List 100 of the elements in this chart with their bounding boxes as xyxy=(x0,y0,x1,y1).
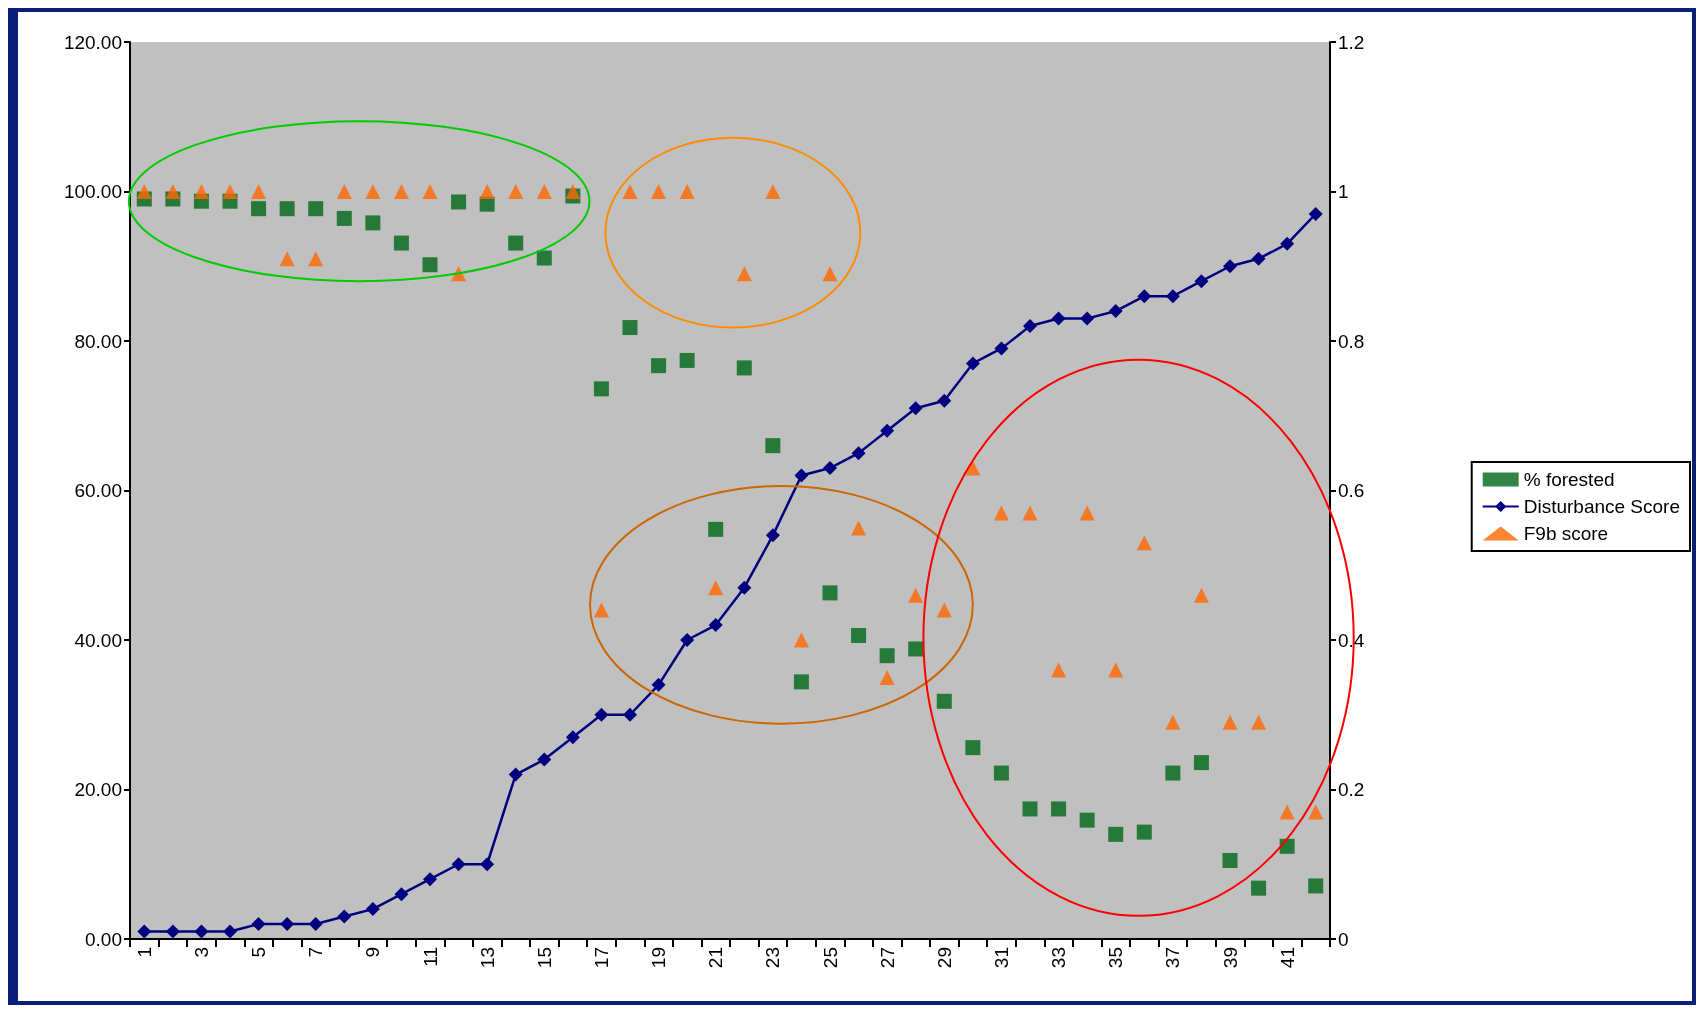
point xyxy=(936,602,952,618)
x-tick-label: 7 xyxy=(305,947,327,958)
point xyxy=(593,381,609,397)
point xyxy=(679,352,695,368)
point xyxy=(794,468,809,483)
point xyxy=(508,184,524,199)
point xyxy=(879,648,895,664)
point xyxy=(1051,311,1066,326)
x-tick-label: 41 xyxy=(1276,947,1298,969)
point xyxy=(1193,587,1209,603)
point xyxy=(737,580,752,595)
x-tick-label: 39 xyxy=(1219,947,1241,969)
point xyxy=(965,460,981,476)
x-tick-label: 35 xyxy=(1105,947,1127,969)
x-tick-label: 9 xyxy=(362,947,384,958)
point xyxy=(1022,505,1038,521)
point xyxy=(594,707,609,722)
point xyxy=(165,924,180,939)
point xyxy=(708,521,724,537)
point xyxy=(394,887,409,902)
point xyxy=(251,201,267,217)
point xyxy=(651,358,667,374)
point xyxy=(223,924,237,939)
point xyxy=(1280,236,1295,251)
point xyxy=(1165,714,1181,730)
point xyxy=(936,693,952,709)
point xyxy=(308,917,323,932)
point xyxy=(908,587,924,603)
point xyxy=(251,917,266,932)
point xyxy=(765,528,780,543)
point xyxy=(508,235,524,251)
point xyxy=(736,266,752,282)
x-tick-label: 27 xyxy=(876,947,898,969)
point xyxy=(1222,714,1238,730)
point xyxy=(1308,206,1323,221)
point xyxy=(1079,812,1095,828)
point xyxy=(423,872,437,887)
y-tick-label: 100.00 xyxy=(63,181,122,202)
point xyxy=(851,520,867,536)
point xyxy=(851,446,866,461)
point xyxy=(1080,311,1095,326)
point xyxy=(937,393,952,408)
legend-label: F9b score xyxy=(1523,523,1609,544)
point xyxy=(222,184,238,199)
point xyxy=(1079,505,1095,521)
point xyxy=(908,401,923,416)
point xyxy=(879,669,895,685)
point xyxy=(536,250,552,266)
y2-tick-label: 1.2 xyxy=(1338,31,1365,53)
point xyxy=(508,767,523,782)
point xyxy=(279,251,295,267)
point xyxy=(1108,826,1124,842)
point xyxy=(137,924,152,939)
point xyxy=(308,251,324,267)
point xyxy=(337,909,352,924)
point xyxy=(422,257,438,273)
x-tick-label: 13 xyxy=(476,947,498,969)
point xyxy=(1137,289,1152,304)
point xyxy=(993,505,1009,521)
point xyxy=(1051,662,1067,678)
point xyxy=(908,641,924,657)
point xyxy=(1051,801,1067,817)
point xyxy=(193,184,209,199)
point xyxy=(537,752,552,767)
point xyxy=(679,184,695,199)
point xyxy=(680,633,695,647)
point xyxy=(708,618,723,633)
point xyxy=(1108,304,1123,319)
point xyxy=(765,184,781,199)
point xyxy=(365,184,381,199)
x-tick-label: 25 xyxy=(819,947,841,969)
point xyxy=(393,235,409,251)
x-tick-label: 19 xyxy=(648,947,670,969)
point xyxy=(1165,765,1181,781)
point xyxy=(1308,878,1324,894)
point xyxy=(765,438,781,454)
point xyxy=(1251,251,1266,266)
point xyxy=(479,184,495,199)
point xyxy=(994,341,1009,356)
point xyxy=(622,184,638,199)
point xyxy=(793,674,809,690)
point xyxy=(308,201,324,217)
x-tick-label: 21 xyxy=(705,947,727,969)
y2-tick-label: 1 xyxy=(1338,181,1349,202)
y-tick-label: 80.00 xyxy=(74,330,122,352)
point xyxy=(279,201,295,217)
point xyxy=(851,628,867,644)
point xyxy=(480,857,495,872)
x-tick-label: 17 xyxy=(590,947,612,969)
point xyxy=(1165,289,1180,304)
point xyxy=(1251,880,1267,896)
point xyxy=(593,602,609,618)
point xyxy=(993,765,1009,781)
point xyxy=(822,585,838,601)
legend-label: Disturbance Score xyxy=(1523,496,1680,517)
point xyxy=(823,461,837,476)
point xyxy=(165,184,181,199)
point xyxy=(1136,535,1152,551)
x-tick-label: 5 xyxy=(248,947,270,958)
point xyxy=(965,740,981,756)
